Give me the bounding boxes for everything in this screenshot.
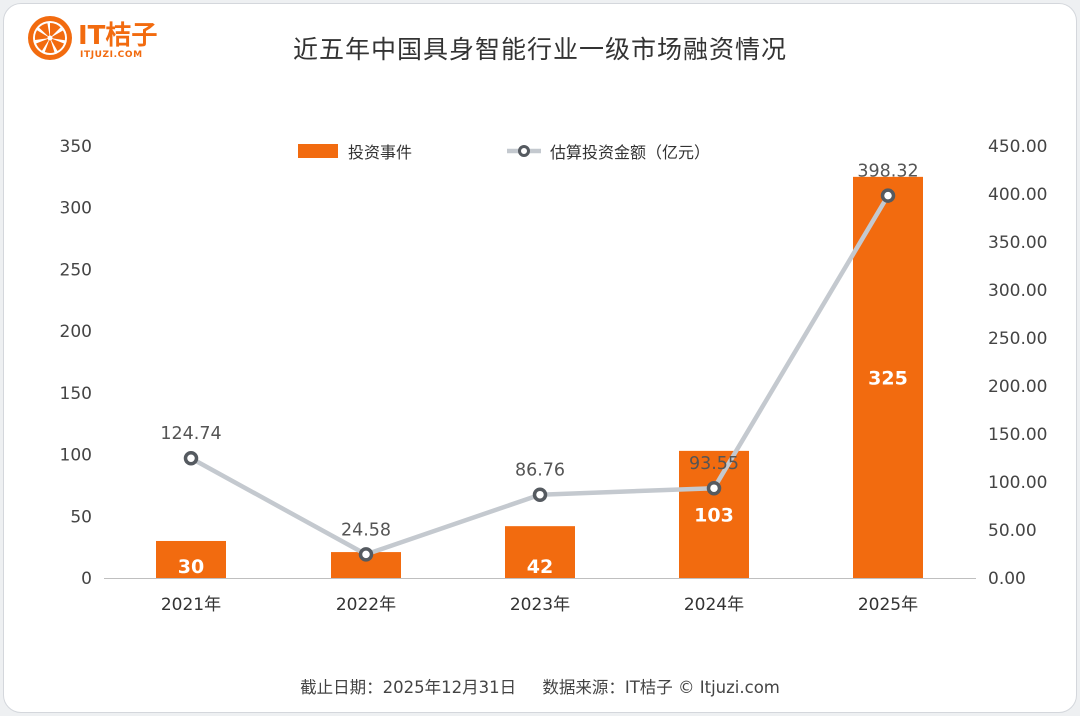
legend-swatch-bar xyxy=(298,144,338,158)
legend-label-line: 估算投资金额（亿元） xyxy=(550,143,710,162)
right-axis-tick-label: 0.00 xyxy=(988,569,1026,589)
line-data-label: 24.58 xyxy=(341,520,391,540)
bar-data-label: 30 xyxy=(178,556,204,578)
line-marker-point xyxy=(532,487,548,502)
right-axis-tick-label: 350.00 xyxy=(988,233,1047,253)
x-axis-category-label: 2023年 xyxy=(510,595,570,615)
legend-swatch-marker xyxy=(518,145,530,157)
legend-label-bar: 投资事件 xyxy=(348,143,412,162)
left-axis-tick-label: 250 xyxy=(60,260,92,280)
right-axis-tick-label: 200.00 xyxy=(988,377,1047,397)
brand-name: IT桔子 xyxy=(78,21,158,51)
line-marker-point xyxy=(880,188,896,203)
bar-investment-events xyxy=(505,526,575,578)
bar-data-label: 42 xyxy=(527,556,553,578)
left-axis-tick-label: 0 xyxy=(81,569,92,589)
right-axis-tick-label: 250.00 xyxy=(988,329,1047,349)
line-marker-point xyxy=(358,547,374,562)
x-axis-category-label: 2022年 xyxy=(336,595,396,615)
right-axis-tick-label: 400.00 xyxy=(988,185,1047,205)
brand-site: ITJUZI.COM xyxy=(80,50,143,60)
line-marker-point xyxy=(706,480,722,496)
x-axis-category-label: 2021年 xyxy=(161,595,221,615)
x-axis-category-label: 2024年 xyxy=(684,595,744,615)
line-data-label: 398.32 xyxy=(857,162,918,182)
chart-title: 近五年中国具身智能行业一级市场融资情况 xyxy=(292,35,787,64)
x-axis-category-label: 2025年 xyxy=(858,595,918,615)
right-axis-tick-label: 150.00 xyxy=(988,425,1047,445)
bar-investment-events xyxy=(679,450,749,578)
brand-logo: IT桔子 ITJUZI.COM xyxy=(26,12,166,66)
right-axis-tick-label: 100.00 xyxy=(988,473,1047,493)
bar-investment-events xyxy=(156,540,226,578)
left-axis-tick-label: 100 xyxy=(60,446,92,466)
orange-slice-icon xyxy=(28,16,72,60)
bar-investment-events xyxy=(853,176,923,578)
right-axis-tick-label: 300.00 xyxy=(988,281,1047,301)
footer-source: 截止日期：2025年12月31日 数据来源：IT桔子 © Itjuzi.com xyxy=(300,678,780,697)
line-data-label: 86.76 xyxy=(515,461,565,481)
right-axis-tick-label: 450.00 xyxy=(988,137,1047,157)
line-data-label: 124.74 xyxy=(160,424,221,444)
left-axis-tick-label: 50 xyxy=(70,507,92,527)
line-marker-point xyxy=(183,450,199,466)
left-axis-tick-label: 200 xyxy=(60,322,92,342)
bar-data-label: 325 xyxy=(868,367,908,389)
right-axis-tick-label: 50.00 xyxy=(988,521,1037,541)
left-axis-tick-label: 350 xyxy=(60,137,92,157)
left-axis-tick-label: 300 xyxy=(60,199,92,219)
bar-data-label: 103 xyxy=(694,504,734,526)
left-axis-tick-label: 150 xyxy=(60,384,92,404)
line-data-label: 93.55 xyxy=(689,454,739,474)
